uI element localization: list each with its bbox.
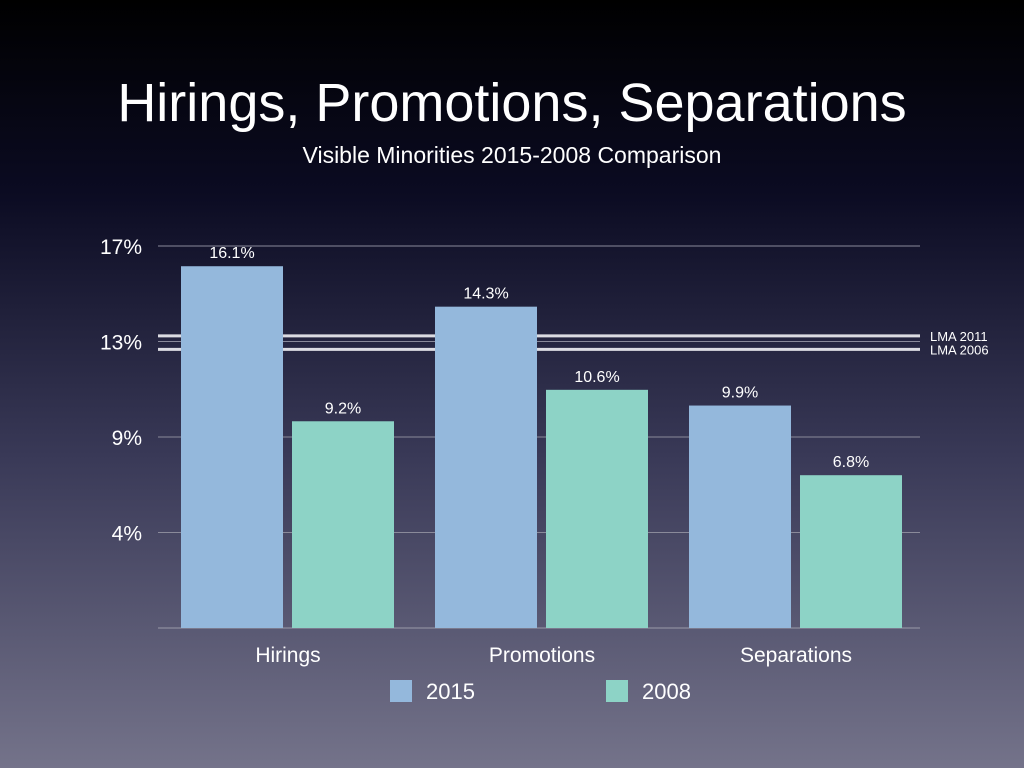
data-label: 10.6% xyxy=(574,369,619,386)
bar xyxy=(435,306,537,628)
y-tick-label: 9% xyxy=(112,427,142,450)
data-label: 14.3% xyxy=(463,286,508,303)
y-tick-label: 17% xyxy=(100,236,142,259)
bar xyxy=(546,389,648,628)
bar xyxy=(800,475,902,628)
reference-line-label: LMA 2006 xyxy=(930,342,989,357)
legend-label: 2015 xyxy=(426,679,475,704)
x-tick-label: Promotions xyxy=(489,644,595,667)
legend-swatch xyxy=(606,680,628,702)
bar xyxy=(689,405,791,628)
y-tick-label: 13% xyxy=(100,332,142,355)
reference-line-label: LMA 2011 xyxy=(930,329,988,344)
data-label: 16.1% xyxy=(209,245,254,262)
bar xyxy=(181,266,283,628)
chart-title: Hirings, Promotions, Separations xyxy=(117,73,907,133)
y-tick-label: 4% xyxy=(112,523,142,546)
chart-subtitle: Visible Minorities 2015-2008 Comparison xyxy=(302,142,722,168)
data-label: 9.2% xyxy=(325,400,361,417)
legend-label: 2008 xyxy=(642,679,691,704)
bar xyxy=(292,421,394,628)
data-label: 9.9% xyxy=(722,385,758,402)
x-tick-label: Hirings xyxy=(255,644,320,667)
legend-swatch xyxy=(390,680,412,702)
x-tick-label: Separations xyxy=(740,644,852,667)
data-label: 6.8% xyxy=(833,454,869,471)
